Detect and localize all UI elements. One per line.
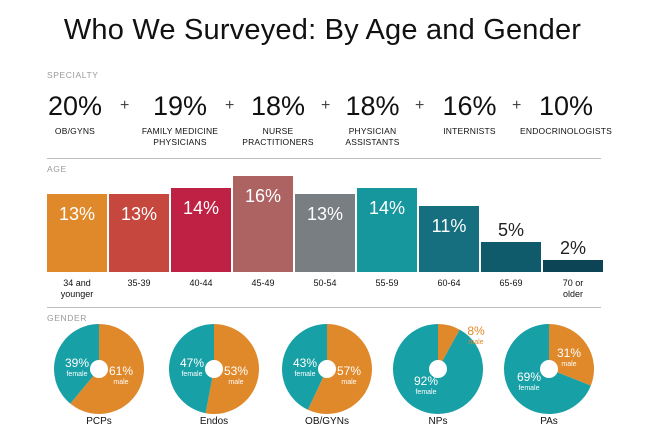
pie-slice-female xyxy=(282,324,327,410)
specialty-item-endocrinologists: 10% ENDOCRINOLOGISTS xyxy=(520,92,612,137)
pie-slice-male xyxy=(205,324,259,414)
age-tick-label: 34 and xyxy=(63,278,91,288)
age-bar-value-label: 14% xyxy=(369,198,405,218)
specialty-percent: 18% xyxy=(250,91,306,121)
pie-label-obgyns: OB/GYNs xyxy=(305,416,349,427)
age-bar xyxy=(109,194,169,272)
pie-female-percent: 39% xyxy=(65,356,89,370)
specialty-item-physician-assistants: 18% PHYSICIAN ASSISTANTS xyxy=(335,92,410,148)
specialty-item-nurse-practitioners: 18% NURSE PRACTITIONERS xyxy=(237,92,319,148)
pie-leader-line xyxy=(447,328,459,335)
pie-center-hole xyxy=(90,360,108,378)
divider xyxy=(47,158,601,159)
age-bar-value-label: 14% xyxy=(183,198,219,218)
age-bar-value-label: 16% xyxy=(245,186,281,206)
section-label-age: AGE xyxy=(47,164,67,174)
pie-slice-female xyxy=(54,324,99,404)
pie-male-percent: 8% xyxy=(467,324,485,338)
specialty-label: INTERNISTS xyxy=(443,126,496,136)
specialty-item-internists: 16% INTERNISTS xyxy=(432,92,507,137)
pie-slice-male xyxy=(307,324,373,414)
plus-sign: + xyxy=(415,97,425,114)
specialty-item-obgyns: 20% OB/GYNS xyxy=(40,92,110,137)
age-tick-label: 55-59 xyxy=(375,278,398,288)
pie-label-pas: PAs xyxy=(540,416,558,427)
age-tick-label: younger xyxy=(61,289,94,299)
pie-label-nps: NPs xyxy=(428,416,448,427)
specialty-label: NURSE PRACTITIONERS xyxy=(242,126,314,147)
age-tick-label: 50-54 xyxy=(313,278,336,288)
pie-male-percent: 57% xyxy=(337,364,361,378)
age-bar xyxy=(47,194,107,272)
pie-center-hole xyxy=(205,360,223,378)
specialty-percent: 20% xyxy=(47,91,103,121)
pie-male-text: male xyxy=(228,379,243,386)
specialty-percent: 16% xyxy=(442,91,497,121)
pie-female-text: female xyxy=(66,371,87,378)
pie-male-percent: 61% xyxy=(109,364,133,378)
age-bar xyxy=(171,188,231,272)
specialty-label: ENDOCRINOLOGISTS xyxy=(520,126,612,136)
pie-female-percent: 47% xyxy=(180,356,204,370)
age-bar xyxy=(481,242,541,272)
plus-sign: + xyxy=(225,97,235,114)
specialty-percent: 10% xyxy=(538,91,594,121)
pie-slice-male xyxy=(549,324,594,386)
divider xyxy=(47,307,601,308)
pie-male-percent: 53% xyxy=(224,364,248,378)
specialty-item-family-medicine: 19% FAMILY MEDICINE PHYSICIANS xyxy=(135,92,225,148)
pie-female-text: female xyxy=(294,371,315,378)
age-tick-label: 45-49 xyxy=(251,278,274,288)
page-title: Who We Surveyed: By Age and Gender xyxy=(63,14,582,46)
pie-slice-male xyxy=(438,324,460,369)
pie-male-text: male xyxy=(113,379,128,386)
pie-label-endos: Endos xyxy=(199,416,229,427)
pie-center-hole xyxy=(540,360,558,378)
age-bar xyxy=(295,194,355,272)
age-tick-label: older xyxy=(563,289,583,299)
plus-sign: + xyxy=(120,97,130,114)
pie-male-percent: 31% xyxy=(557,346,581,360)
specialty-label: PHYSICIAN ASSISTANTS xyxy=(345,126,400,147)
plus-sign: + xyxy=(321,97,331,114)
age-tick-label: 40-44 xyxy=(189,278,212,288)
age-bar xyxy=(543,260,603,272)
pie-male-text: male xyxy=(341,379,356,386)
specialty-label: OB/GYNS xyxy=(54,126,96,136)
pie-center-hole xyxy=(318,360,336,378)
pie-label-pcps: PCPs xyxy=(86,416,112,427)
age-tick-label: 70 or xyxy=(563,278,584,288)
age-tick-label: 35-39 xyxy=(127,278,150,288)
age-bar xyxy=(357,188,417,272)
pie-female-percent: 92% xyxy=(414,374,438,388)
pie-female-text: female xyxy=(415,389,436,396)
age-bar xyxy=(419,206,479,272)
age-tick-label: 60-64 xyxy=(437,278,460,288)
pie-center-hole xyxy=(429,360,447,378)
pie-male-text: male xyxy=(561,361,576,368)
age-bar-value-label: 13% xyxy=(121,204,157,224)
pie-slice-female xyxy=(168,324,214,414)
age-tick-label: 65-69 xyxy=(499,278,522,288)
section-label-specialty: SPECIALTY xyxy=(47,70,99,80)
section-label-gender: GENDER xyxy=(47,313,87,323)
pie-female-text: female xyxy=(518,385,539,392)
pie-female-percent: 43% xyxy=(293,356,317,370)
plus-sign: + xyxy=(512,97,522,114)
age-bar-value-label: 2% xyxy=(560,238,586,258)
specialty-label: FAMILY MEDICINE PHYSICIANS xyxy=(141,126,219,147)
pie-male-text: male xyxy=(468,339,483,346)
age-bar-value-label: 13% xyxy=(59,204,95,224)
age-bar-value-label: 11% xyxy=(432,216,467,236)
age-bar-value-label: 13% xyxy=(307,204,343,224)
specialty-percent: 18% xyxy=(345,91,400,121)
pie-female-text: female xyxy=(181,371,202,378)
age-bar xyxy=(233,176,293,272)
age-bar-value-label: 5% xyxy=(498,220,524,240)
specialty-percent: 19% xyxy=(152,91,208,121)
pie-female-percent: 69% xyxy=(517,370,541,384)
